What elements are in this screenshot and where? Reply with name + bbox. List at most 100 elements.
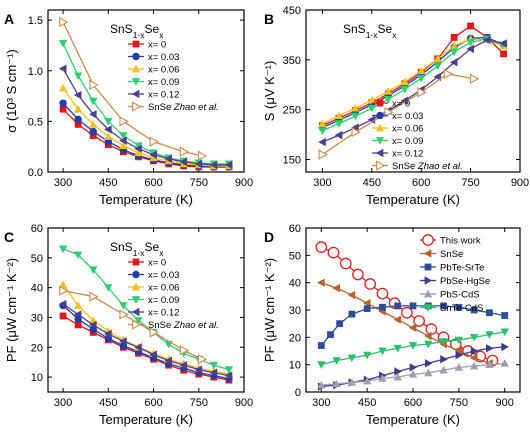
data-point bbox=[197, 150, 208, 161]
data-point bbox=[449, 41, 459, 50]
legend-entry: SnSe Zhao et al. bbox=[392, 161, 463, 172]
data-point bbox=[500, 328, 509, 337]
data-point bbox=[89, 266, 98, 274]
legend-marker bbox=[132, 52, 140, 61]
data-point bbox=[363, 305, 371, 313]
data-point bbox=[394, 367, 402, 376]
data-point bbox=[485, 360, 494, 369]
svg-text:PF (μW cm⁻¹ K⁻²): PF (μW cm⁻¹ K⁻²) bbox=[262, 258, 277, 362]
y-tick-label: 0.5 bbox=[28, 116, 43, 128]
x-tick-label: 300 bbox=[313, 177, 331, 189]
y-tick-label: 10 bbox=[31, 372, 43, 384]
legend-marker bbox=[375, 123, 385, 132]
legend-marker bbox=[132, 101, 142, 112]
y-tick-label: 50 bbox=[289, 250, 301, 262]
legend-entry: PbSe-HgSe bbox=[440, 276, 490, 287]
data-point bbox=[318, 119, 327, 128]
legend-marker bbox=[423, 249, 432, 258]
data-point bbox=[347, 290, 356, 300]
y-tick-label: 0.0 bbox=[28, 167, 43, 179]
data-point bbox=[400, 85, 409, 94]
legend-marker bbox=[376, 111, 384, 120]
series-snse bbox=[59, 17, 208, 161]
data-point bbox=[485, 331, 494, 339]
legend-entry: x= 0.09 bbox=[392, 136, 423, 147]
legend-marker bbox=[376, 99, 384, 107]
data-point bbox=[334, 111, 344, 120]
data-point bbox=[433, 62, 442, 71]
data-point bbox=[384, 95, 393, 104]
series-snte-cds bbox=[317, 328, 509, 369]
data-point bbox=[149, 153, 158, 162]
panel-letter: A bbox=[4, 11, 14, 27]
legend-marker bbox=[375, 148, 384, 158]
data-point bbox=[73, 72, 83, 81]
data-point bbox=[224, 371, 233, 380]
data-point bbox=[119, 302, 128, 310]
data-point bbox=[104, 284, 113, 292]
series-snse bbox=[318, 68, 480, 160]
y-axis-label: PF (μW cm⁻¹ K⁻²) bbox=[262, 258, 277, 362]
series-line bbox=[322, 38, 504, 132]
data-point bbox=[119, 132, 128, 140]
x-tick-label: 900 bbox=[511, 177, 529, 189]
data-point bbox=[409, 363, 418, 372]
data-point bbox=[454, 346, 463, 356]
x-tick-label: 450 bbox=[358, 397, 376, 409]
data-point bbox=[348, 310, 356, 318]
series-line bbox=[62, 21, 202, 157]
data-point bbox=[149, 150, 157, 159]
data-point bbox=[58, 245, 68, 254]
legend-entry: This work bbox=[440, 236, 481, 247]
data-point bbox=[209, 160, 218, 170]
data-point bbox=[58, 280, 68, 289]
data-point bbox=[89, 320, 97, 330]
y-axis-label: σ (10³ S cm⁻¹) bbox=[4, 49, 19, 133]
x-tick-label: 750 bbox=[461, 177, 479, 189]
data-point bbox=[59, 17, 69, 28]
panel-c: C 300 450 600 750 900 10 20 30 40 50 60 Temperature … bbox=[4, 223, 253, 427]
y-tick-label: 40 bbox=[289, 278, 301, 290]
data-point bbox=[89, 132, 97, 139]
data-point bbox=[469, 73, 480, 84]
panel-letter: D bbox=[264, 229, 274, 245]
y-tick-label: 40 bbox=[31, 283, 43, 295]
data-point bbox=[409, 302, 417, 310]
series-line bbox=[62, 305, 230, 380]
data-point bbox=[454, 336, 464, 345]
data-point bbox=[401, 306, 413, 319]
data-point bbox=[500, 359, 509, 367]
series-snse bbox=[59, 285, 208, 365]
data-point bbox=[119, 309, 129, 320]
data-point bbox=[134, 142, 143, 150]
data-point bbox=[74, 121, 82, 128]
data-point bbox=[351, 112, 360, 121]
data-point bbox=[362, 376, 372, 385]
data-point bbox=[334, 130, 343, 140]
data-point bbox=[164, 154, 172, 164]
x-tick-label: 300 bbox=[312, 397, 330, 409]
legend-entry: x= 0.09 bbox=[148, 295, 179, 306]
data-point bbox=[466, 39, 475, 47]
data-point bbox=[334, 120, 344, 128]
data-point bbox=[393, 372, 402, 381]
y-tick-label: 60 bbox=[31, 223, 43, 235]
data-point bbox=[89, 97, 98, 106]
data-point bbox=[194, 159, 203, 169]
legend-entry: x= 0.06 bbox=[148, 283, 179, 294]
data-point bbox=[501, 342, 509, 352]
data-point bbox=[378, 374, 387, 382]
legend-marker bbox=[422, 234, 434, 246]
data-point bbox=[149, 327, 159, 338]
data-point bbox=[347, 354, 357, 363]
data-point bbox=[440, 302, 447, 310]
data-point bbox=[424, 368, 433, 377]
data-point bbox=[89, 79, 99, 91]
data-point bbox=[59, 105, 67, 113]
data-point bbox=[400, 96, 409, 105]
series-x-0-12 bbox=[318, 35, 507, 147]
data-point bbox=[439, 338, 448, 346]
y-axis-label: PF (μW cm⁻¹ K⁻²) bbox=[4, 258, 19, 362]
x-tick-label: 600 bbox=[144, 177, 162, 189]
